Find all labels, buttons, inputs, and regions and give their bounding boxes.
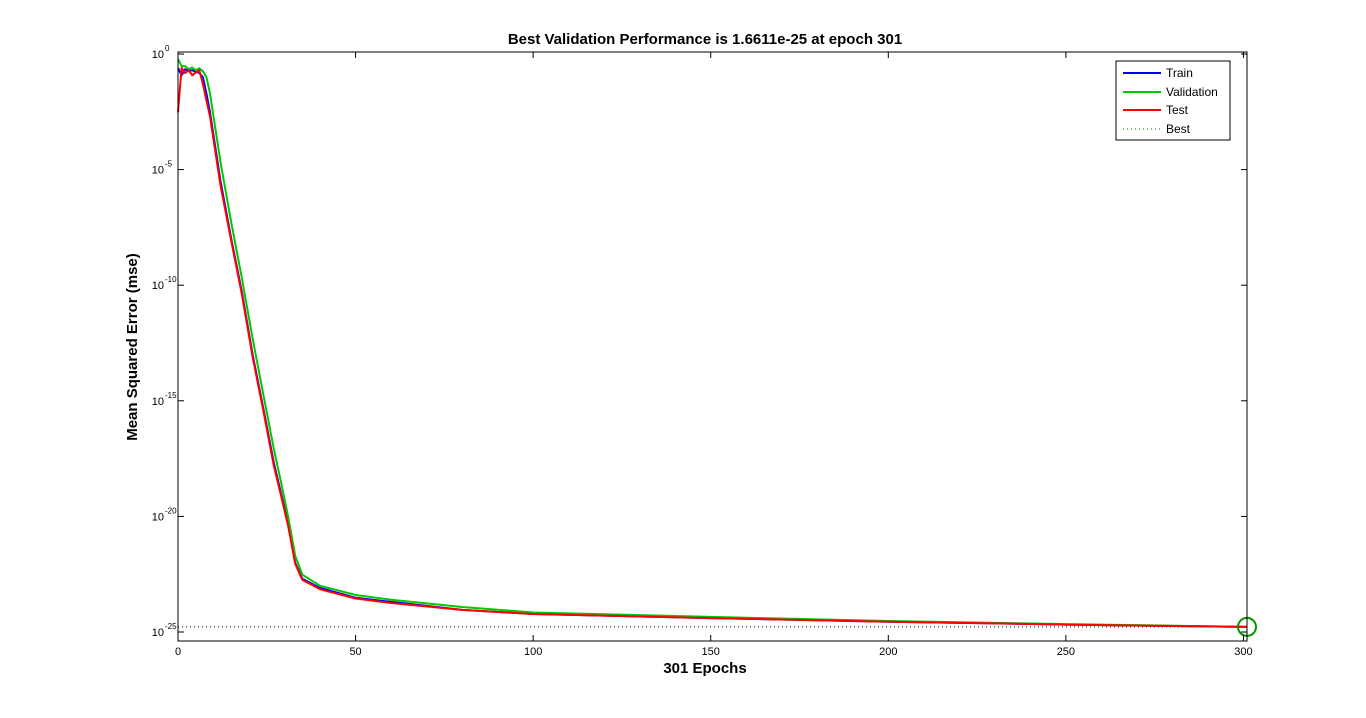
series-line-validation xyxy=(177,58,1248,628)
x-tick-label: 250 xyxy=(1057,646,1075,658)
y-tick-exponent: 0 xyxy=(165,44,170,53)
legend-label-test: Test xyxy=(1166,103,1189,117)
x-tick-label: 0 xyxy=(175,646,181,658)
y-tick-label: 10 xyxy=(152,511,164,523)
y-tick-label: 10 xyxy=(152,165,164,177)
y-tick-label: 10 xyxy=(152,49,164,61)
legend: Train Validation Test Best xyxy=(1115,60,1231,141)
chart-title: Best Validation Performance is 1.6611e-2… xyxy=(508,31,902,48)
y-tick-exponent: -5 xyxy=(165,160,173,169)
y-axis-label: Mean Squared Error (mse) xyxy=(124,253,141,441)
x-tick-label: 300 xyxy=(1234,646,1252,658)
y-tick-label: 10 xyxy=(152,627,164,639)
y-tick-label: 10 xyxy=(152,280,164,292)
series-lines xyxy=(177,58,1248,628)
x-tick-label: 100 xyxy=(524,646,542,658)
y-tick-label: 10 xyxy=(152,396,164,408)
plot-area: 0 50 100 150 200 250 300 010-510-1010-1510-201… xyxy=(152,44,1257,658)
y-tick-exponent: -20 xyxy=(165,506,177,515)
x-tick-label: 150 xyxy=(702,646,720,658)
axes-background xyxy=(178,52,1247,641)
y-tick-exponent: -25 xyxy=(165,622,177,631)
y-tick-exponent: -15 xyxy=(165,391,177,400)
x-axis-label: 301 Epochs xyxy=(663,660,746,677)
legend-label-best: Best xyxy=(1166,122,1191,136)
legend-box xyxy=(1115,60,1231,141)
legend-label-validation: Validation xyxy=(1166,85,1218,99)
y-tick-exponent: -10 xyxy=(165,275,177,284)
series-line-test xyxy=(177,66,1248,628)
axes-frame xyxy=(177,51,1248,642)
x-axis-ticks: 0 50 100 150 200 250 300 xyxy=(175,52,1253,658)
x-tick-label: 50 xyxy=(349,646,361,658)
legend-label-train: Train xyxy=(1166,66,1193,80)
x-tick-label: 200 xyxy=(879,646,897,658)
